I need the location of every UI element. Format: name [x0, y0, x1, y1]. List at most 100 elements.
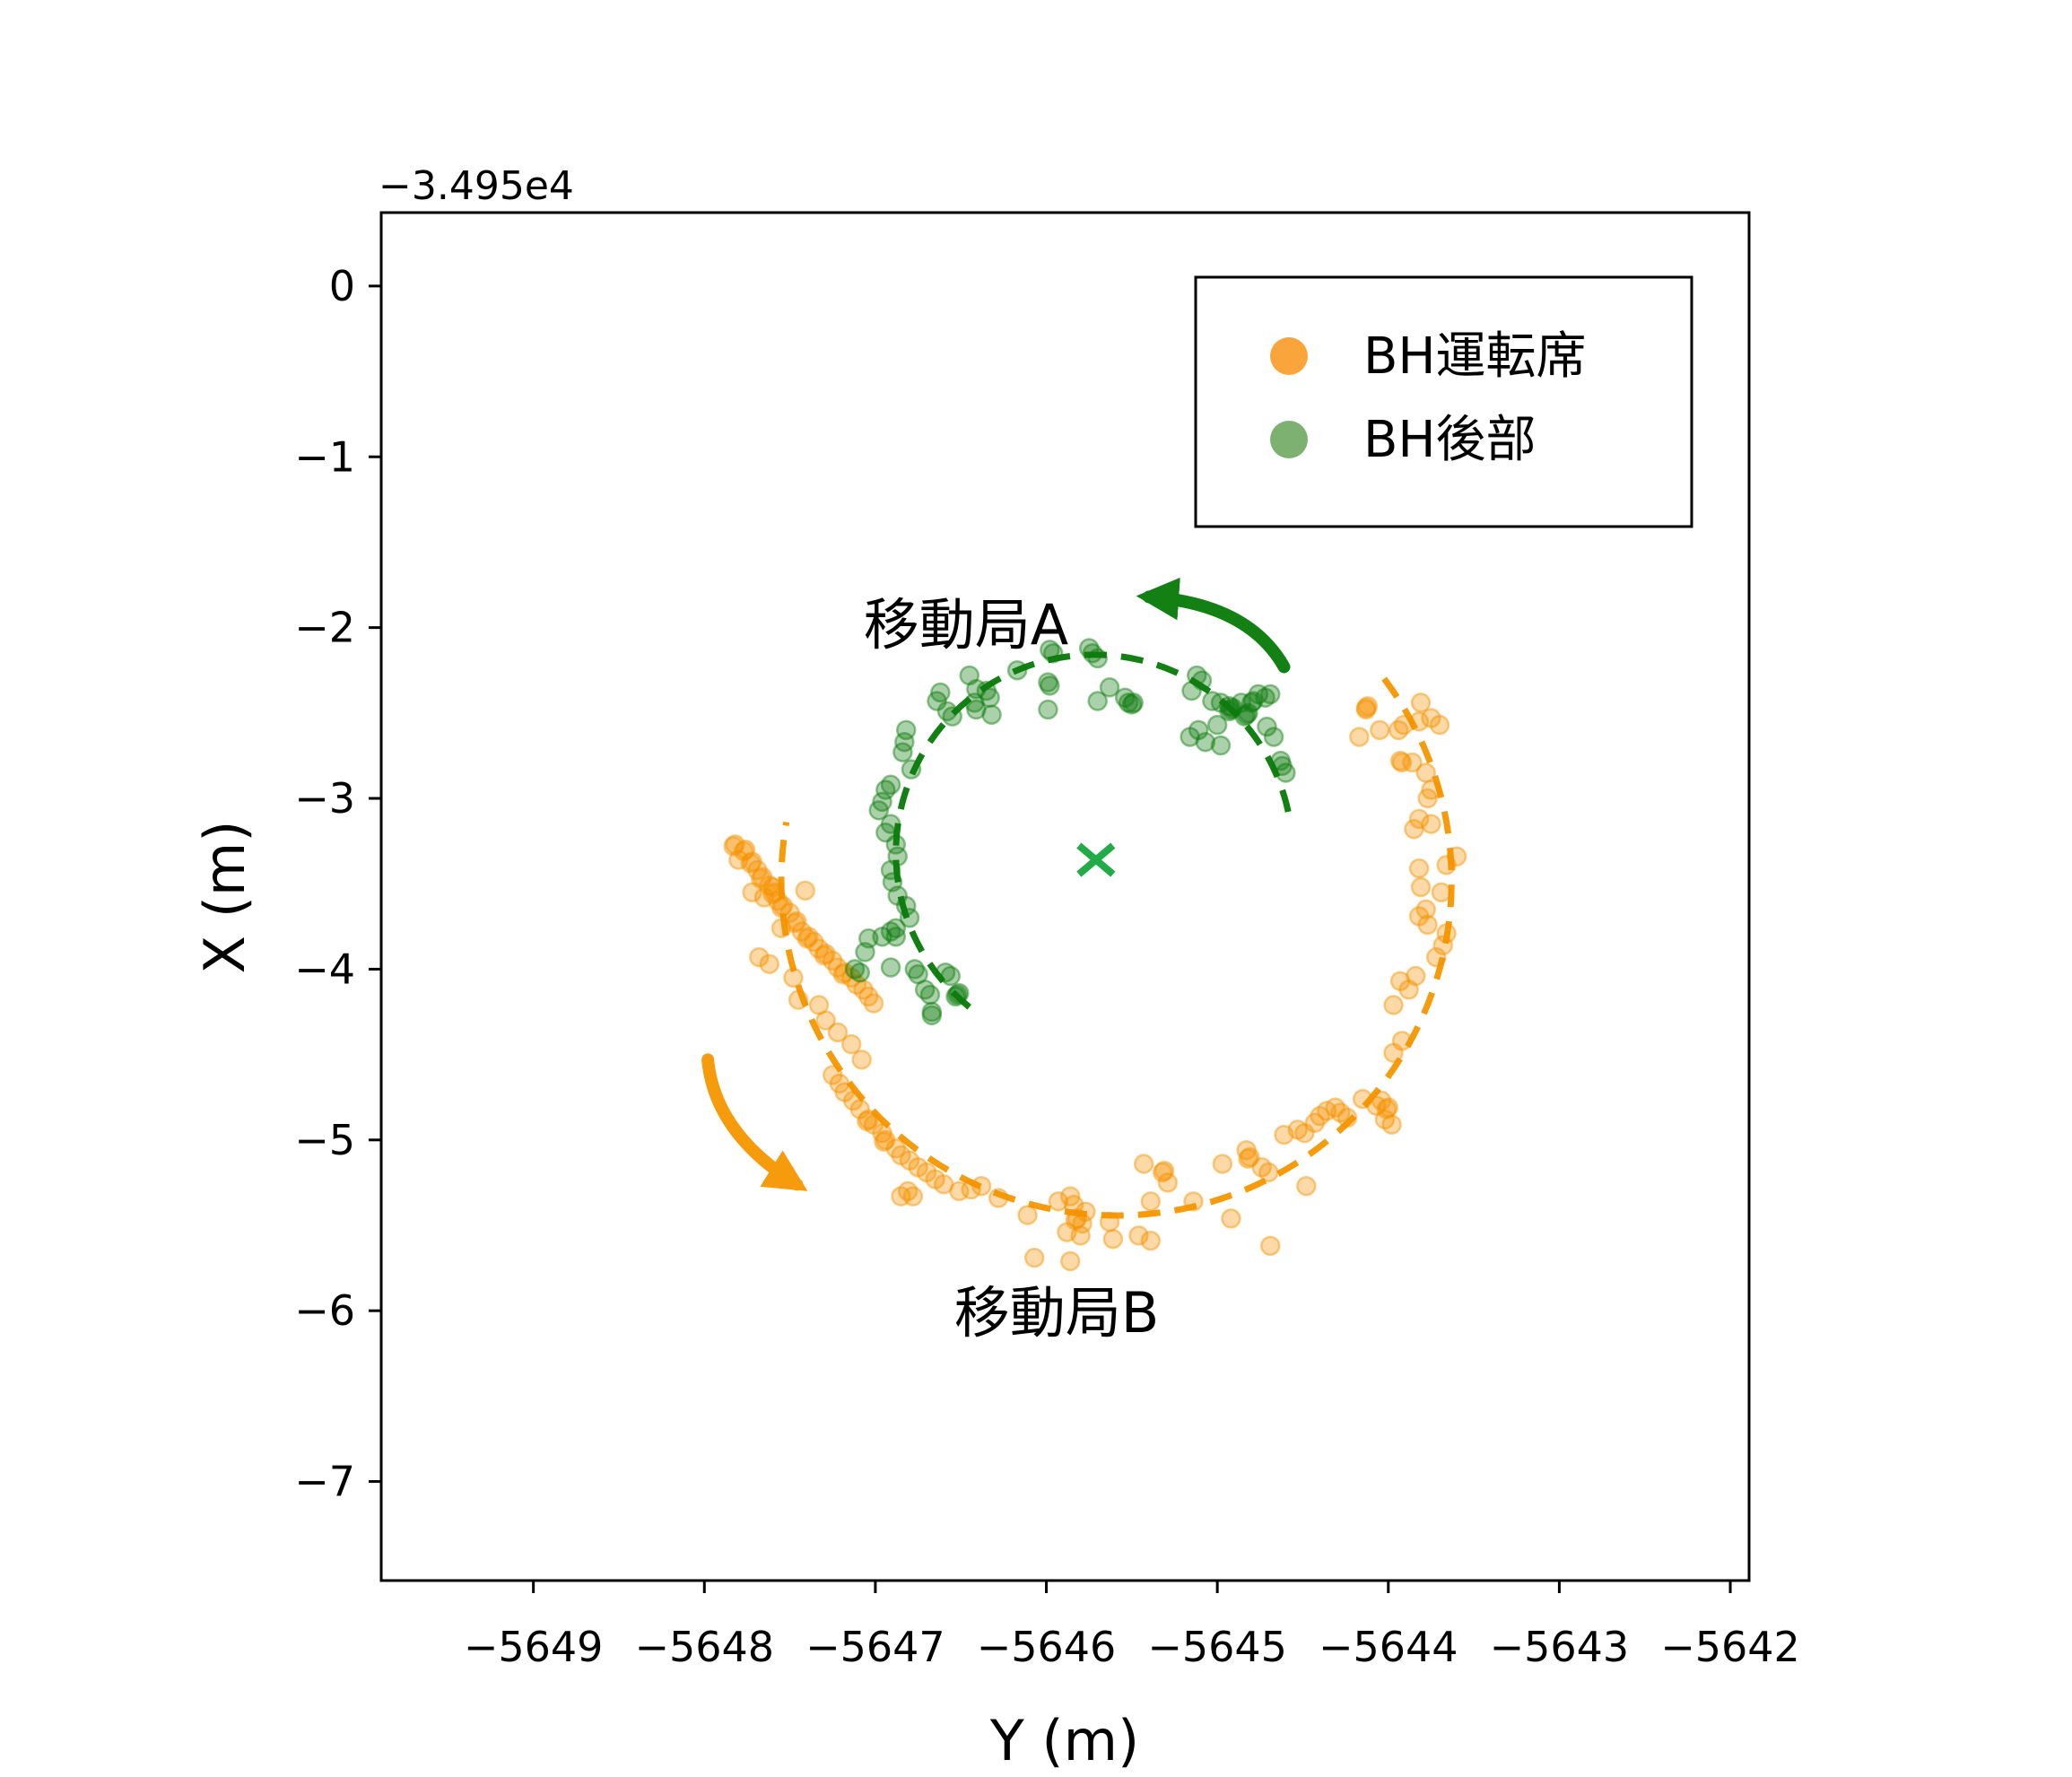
scatter-point: [1038, 699, 1058, 720]
scatter-point: [880, 814, 901, 834]
scatter-point: [885, 918, 907, 938]
scatter-point: [1066, 1208, 1088, 1229]
scatter-point: [1099, 1211, 1120, 1233]
scatter-point: [874, 1131, 894, 1152]
scatter-point: [742, 882, 762, 902]
scatter-point: [1221, 699, 1241, 720]
scatter-point: [1042, 642, 1064, 664]
scatter-point: [1417, 788, 1438, 809]
scatter-point: [899, 908, 920, 928]
scatter-point: [880, 921, 901, 942]
scatter-point: [1240, 1146, 1260, 1168]
scatter-point: [1410, 876, 1432, 898]
scatter-point: [1408, 858, 1430, 879]
scatter-point: [1255, 687, 1275, 708]
scatter-point: [808, 995, 830, 1015]
scatter-point: [1248, 684, 1269, 705]
scatter-point: [1294, 1122, 1315, 1144]
scatter-point: [1065, 1210, 1086, 1231]
scatter-point: [1421, 708, 1441, 728]
y-tick-label: 0: [329, 262, 355, 310]
legend-label-bh-driver-seat: BH運転席: [1363, 327, 1587, 386]
scatter-point: [1436, 855, 1457, 875]
scatter-point: [1040, 675, 1060, 696]
scatter-point: [885, 834, 907, 855]
scatter-point: [899, 1150, 920, 1171]
legend: BH運転席 BH後部: [1194, 275, 1693, 528]
scatter-point: [875, 822, 896, 843]
scatter-point: [1421, 814, 1441, 834]
scatter-point: [1274, 1124, 1294, 1145]
scatter-point: [1023, 1247, 1045, 1268]
scatter-point: [1212, 1154, 1233, 1174]
scatter-point: [1258, 1162, 1279, 1183]
scatter-point: [1133, 1154, 1154, 1174]
scatter-point: [1415, 762, 1436, 783]
scatter-point: [1075, 1201, 1096, 1223]
scatter-point: [961, 1179, 981, 1200]
scatter-point: [1236, 1139, 1257, 1161]
scatter-point: [966, 678, 987, 700]
scatter-point: [981, 704, 1002, 725]
y-tick-label: −6: [294, 1286, 355, 1335]
scatter-point: [882, 872, 903, 893]
scatter-point: [1188, 719, 1209, 741]
scatter-point: [1275, 762, 1296, 783]
scatter-point: [1063, 1194, 1084, 1215]
scatter-point: [858, 1109, 879, 1130]
rotation-direction-arrow: [701, 1053, 808, 1191]
scatter-points: [723, 638, 1467, 1272]
scatter-point: [798, 926, 819, 947]
scatter-point: [925, 1169, 945, 1189]
scatter-point: [840, 967, 862, 989]
scatter-point: [1389, 750, 1411, 771]
scatter-point: [1238, 702, 1258, 724]
scatter-point: [1310, 1105, 1330, 1127]
scatter-point: [1446, 846, 1467, 867]
scatter-point: [1070, 1225, 1091, 1246]
x-tick-label: −5646: [977, 1623, 1117, 1671]
scatter-point: [892, 742, 913, 762]
scatter-point: [1393, 714, 1415, 736]
scatter-point: [1383, 1042, 1404, 1063]
scatter-point: [1154, 1160, 1175, 1181]
scatter-point: [1059, 1186, 1081, 1206]
x-tick-label: −5643: [1490, 1623, 1630, 1671]
scatter-point: [908, 963, 928, 985]
scatter-point: [959, 665, 979, 686]
scatter-point: [1078, 638, 1100, 658]
scatter-point: [914, 980, 936, 1000]
scatter-point: [988, 1188, 1009, 1208]
scatter-point: [979, 687, 1000, 708]
scatter-point: [875, 780, 896, 800]
scatter-point: [1383, 995, 1404, 1015]
scatter-point: [1272, 755, 1293, 777]
scatter-point: [1072, 1213, 1093, 1234]
y-tick-label: −3: [294, 774, 355, 823]
scatter-point: [1415, 899, 1436, 920]
scatter-point: [904, 959, 925, 980]
scatter-point: [772, 895, 794, 917]
scatter-point: [742, 851, 762, 872]
scatter-point: [749, 946, 770, 968]
scatter-point: [1355, 697, 1377, 719]
x-tick-label: −5645: [1147, 1623, 1287, 1671]
x-tick-label: −5648: [634, 1623, 774, 1671]
scatter-point: [1210, 735, 1232, 756]
scatter-point: [1352, 1088, 1373, 1110]
scatter-point: [1180, 727, 1200, 747]
y-tick-label: −7: [294, 1458, 355, 1506]
scatter-point: [1429, 714, 1450, 736]
scatter-point: [1219, 695, 1240, 717]
scatter-point: [897, 1180, 918, 1202]
scatter-point: [770, 897, 792, 919]
scatter-point: [880, 957, 901, 978]
annotations: 移動局A 移動局B: [864, 592, 1160, 1346]
scatter-point: [823, 1065, 843, 1085]
y-axis-offset-text: −3.495e4: [379, 163, 574, 209]
scatter-point: [1206, 714, 1228, 736]
scatter-point: [849, 1099, 870, 1119]
scatter-point: [728, 849, 749, 870]
legend-label-bh-rear: BH後部: [1363, 411, 1537, 469]
